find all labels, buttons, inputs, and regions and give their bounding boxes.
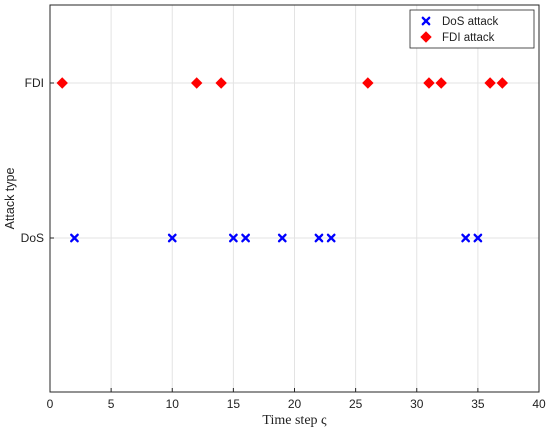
dos-attack-point — [277, 233, 287, 243]
fdi-attack-point — [423, 77, 435, 89]
x-axis-label: Time step ς — [262, 413, 327, 428]
fdi-attack-point — [190, 77, 203, 89]
dos-attack-point — [473, 233, 483, 243]
x-tick-label: 20 — [288, 397, 302, 411]
fdi-attack-point — [362, 77, 374, 89]
x-tick-label: 40 — [532, 397, 546, 411]
dos-attack-point — [314, 233, 324, 243]
x-tick-label: 30 — [410, 397, 424, 411]
dos-attack-point — [70, 233, 79, 243]
legend: DoS attack FDI attack — [409, 9, 535, 49]
legend-marker-dos — [421, 16, 431, 26]
dos-attack-point — [326, 233, 336, 243]
data-points — [56, 77, 509, 243]
x-tick-label: 25 — [349, 397, 363, 411]
x-tick-label: 35 — [471, 397, 485, 411]
dos-attack-point — [241, 233, 251, 243]
fdi-attack-point — [435, 77, 447, 89]
dos-attack-point — [461, 233, 471, 243]
legend-box — [409, 9, 535, 49]
fdi-attack-point — [484, 77, 496, 89]
y-tick-label-fdi: FDI — [25, 76, 44, 90]
x-tick-label: 15 — [227, 397, 241, 411]
legend-label-dos: DoS attack — [442, 16, 498, 28]
fdi-attack-point — [56, 77, 68, 89]
x-tick-label: 0 — [47, 397, 54, 411]
x-axis-ticks: 0 5 10 15 20 25 30 35 40 — [47, 388, 546, 411]
x-tick-label: 5 — [108, 397, 115, 411]
fdi-attack-point — [215, 77, 227, 89]
y-axis-ticks: DoS FDI — [21, 76, 54, 245]
x-tick-label: 10 — [166, 397, 180, 411]
dos-attack-point — [167, 233, 177, 243]
fdi-attack-point — [496, 77, 509, 89]
y-tick-label-dos: DoS — [21, 231, 44, 245]
legend-marker-fdi — [420, 31, 432, 43]
legend-label-fdi: FDI attack — [442, 32, 495, 44]
dos-attack-point — [228, 233, 238, 243]
gridlines — [50, 5, 539, 392]
y-axis-label: Attack type — [3, 168, 17, 230]
